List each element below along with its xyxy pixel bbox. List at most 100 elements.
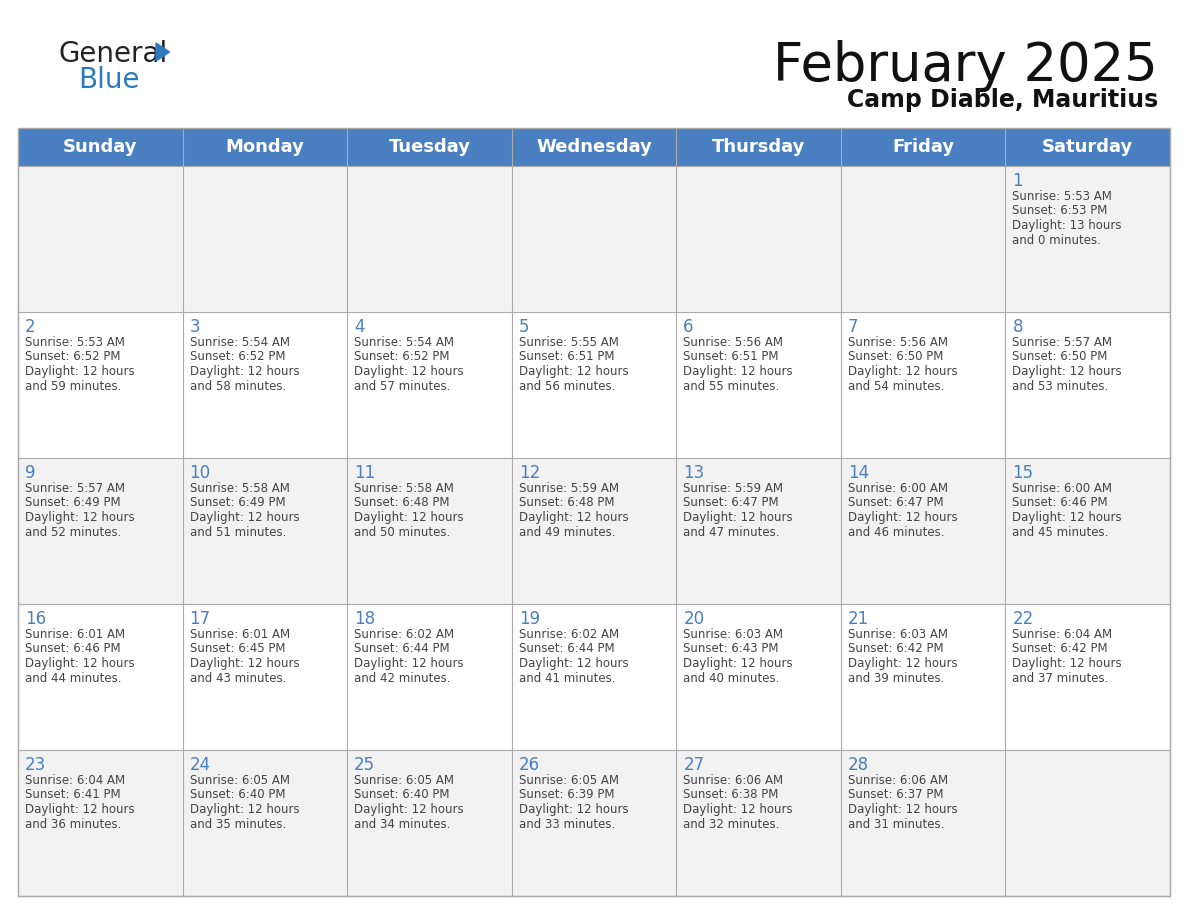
Text: Sunrise: 5:59 AM: Sunrise: 5:59 AM [519,482,619,495]
Text: Sunrise: 6:06 AM: Sunrise: 6:06 AM [848,774,948,787]
Text: Sunset: 6:48 PM: Sunset: 6:48 PM [354,497,449,509]
Text: Thursday: Thursday [712,138,805,156]
Text: Sunset: 6:42 PM: Sunset: 6:42 PM [1012,643,1108,655]
Text: 24: 24 [190,756,210,774]
Text: and 59 minutes.: and 59 minutes. [25,379,121,393]
Text: Daylight: 12 hours: Daylight: 12 hours [354,365,463,378]
Text: Friday: Friday [892,138,954,156]
Text: Sunrise: 5:59 AM: Sunrise: 5:59 AM [683,482,783,495]
Text: Daylight: 12 hours: Daylight: 12 hours [519,657,628,670]
Text: 8: 8 [1012,318,1023,336]
Text: and 31 minutes.: and 31 minutes. [848,818,944,831]
Text: Sunrise: 5:54 AM: Sunrise: 5:54 AM [354,336,454,349]
Text: 7: 7 [848,318,859,336]
Text: Camp Diable, Mauritius: Camp Diable, Mauritius [847,88,1158,112]
Text: and 47 minutes.: and 47 minutes. [683,525,779,539]
Text: Tuesday: Tuesday [388,138,470,156]
Text: General: General [58,40,168,68]
Text: Sunrise: 6:02 AM: Sunrise: 6:02 AM [519,628,619,641]
Bar [18,312,1170,458]
Text: Daylight: 12 hours: Daylight: 12 hours [190,657,299,670]
Text: Daylight: 12 hours: Daylight: 12 hours [519,803,628,816]
Text: Sunrise: 6:04 AM: Sunrise: 6:04 AM [25,774,125,787]
Text: and 50 minutes.: and 50 minutes. [354,525,450,539]
Text: Sunset: 6:47 PM: Sunset: 6:47 PM [683,497,779,509]
Text: Sunset: 6:40 PM: Sunset: 6:40 PM [190,789,285,801]
Text: Daylight: 12 hours: Daylight: 12 hours [519,511,628,524]
Bar [18,458,1170,604]
Text: Sunrise: 6:05 AM: Sunrise: 6:05 AM [354,774,454,787]
Text: and 40 minutes.: and 40 minutes. [683,671,779,685]
Text: Sunrise: 6:03 AM: Sunrise: 6:03 AM [848,628,948,641]
Text: Sunrise: 6:05 AM: Sunrise: 6:05 AM [190,774,290,787]
Text: Sunset: 6:44 PM: Sunset: 6:44 PM [519,643,614,655]
Bar [18,604,1170,750]
Text: Sunrise: 6:03 AM: Sunrise: 6:03 AM [683,628,783,641]
Text: Daylight: 12 hours: Daylight: 12 hours [25,511,134,524]
Text: 15: 15 [1012,464,1034,482]
Text: and 53 minutes.: and 53 minutes. [1012,379,1108,393]
Text: and 44 minutes.: and 44 minutes. [25,671,121,685]
Text: Sunrise: 5:58 AM: Sunrise: 5:58 AM [354,482,454,495]
Text: 10: 10 [190,464,210,482]
Text: Sunrise: 6:06 AM: Sunrise: 6:06 AM [683,774,783,787]
Bar [18,128,1170,166]
Text: Daylight: 12 hours: Daylight: 12 hours [1012,365,1121,378]
Text: Sunset: 6:51 PM: Sunset: 6:51 PM [519,351,614,364]
Text: Sunrise: 6:05 AM: Sunrise: 6:05 AM [519,774,619,787]
Text: Sunrise: 5:55 AM: Sunrise: 5:55 AM [519,336,619,349]
Text: Sunrise: 5:56 AM: Sunrise: 5:56 AM [683,336,783,349]
Text: and 37 minutes.: and 37 minutes. [1012,671,1108,685]
Text: 27: 27 [683,756,704,774]
Text: and 36 minutes.: and 36 minutes. [25,818,121,831]
Text: Sunrise: 5:56 AM: Sunrise: 5:56 AM [848,336,948,349]
Text: Sunset: 6:46 PM: Sunset: 6:46 PM [25,643,121,655]
Text: Sunset: 6:50 PM: Sunset: 6:50 PM [1012,351,1107,364]
Text: 25: 25 [354,756,375,774]
Text: Sunrise: 6:01 AM: Sunrise: 6:01 AM [190,628,290,641]
Text: 3: 3 [190,318,201,336]
Text: Daylight: 12 hours: Daylight: 12 hours [190,365,299,378]
Text: and 57 minutes.: and 57 minutes. [354,379,450,393]
Text: and 45 minutes.: and 45 minutes. [1012,525,1108,539]
Bar [18,128,1170,896]
Text: Sunrise: 6:01 AM: Sunrise: 6:01 AM [25,628,125,641]
Text: and 56 minutes.: and 56 minutes. [519,379,615,393]
Text: Daylight: 12 hours: Daylight: 12 hours [683,511,792,524]
Text: and 34 minutes.: and 34 minutes. [354,818,450,831]
Text: Sunrise: 5:53 AM: Sunrise: 5:53 AM [1012,190,1112,203]
Text: 23: 23 [25,756,46,774]
Text: and 0 minutes.: and 0 minutes. [1012,233,1101,247]
Text: and 35 minutes.: and 35 minutes. [190,818,286,831]
Text: Sunset: 6:37 PM: Sunset: 6:37 PM [848,789,943,801]
Text: 22: 22 [1012,610,1034,628]
Text: 5: 5 [519,318,529,336]
Text: Sunset: 6:45 PM: Sunset: 6:45 PM [190,643,285,655]
Text: 13: 13 [683,464,704,482]
Text: and 46 minutes.: and 46 minutes. [848,525,944,539]
Text: and 55 minutes.: and 55 minutes. [683,379,779,393]
Text: Sunday: Sunday [63,138,138,156]
Text: Sunset: 6:47 PM: Sunset: 6:47 PM [848,497,943,509]
Text: Sunrise: 6:04 AM: Sunrise: 6:04 AM [1012,628,1112,641]
Bar [18,166,1170,312]
Text: 1: 1 [1012,172,1023,190]
Text: Wednesday: Wednesday [536,138,652,156]
Text: Daylight: 12 hours: Daylight: 12 hours [1012,657,1121,670]
Text: Sunset: 6:52 PM: Sunset: 6:52 PM [25,351,120,364]
Text: Sunset: 6:38 PM: Sunset: 6:38 PM [683,789,778,801]
Text: 26: 26 [519,756,539,774]
Text: Sunset: 6:46 PM: Sunset: 6:46 PM [1012,497,1108,509]
Text: Daylight: 13 hours: Daylight: 13 hours [1012,219,1121,232]
Text: Sunset: 6:41 PM: Sunset: 6:41 PM [25,789,121,801]
Text: 4: 4 [354,318,365,336]
Text: Daylight: 12 hours: Daylight: 12 hours [354,511,463,524]
Text: Sunset: 6:51 PM: Sunset: 6:51 PM [683,351,779,364]
Text: 20: 20 [683,610,704,628]
Text: Daylight: 12 hours: Daylight: 12 hours [683,365,792,378]
Text: Daylight: 12 hours: Daylight: 12 hours [25,365,134,378]
Text: 21: 21 [848,610,870,628]
Text: Sunset: 6:48 PM: Sunset: 6:48 PM [519,497,614,509]
Text: Daylight: 12 hours: Daylight: 12 hours [25,803,134,816]
Text: 18: 18 [354,610,375,628]
